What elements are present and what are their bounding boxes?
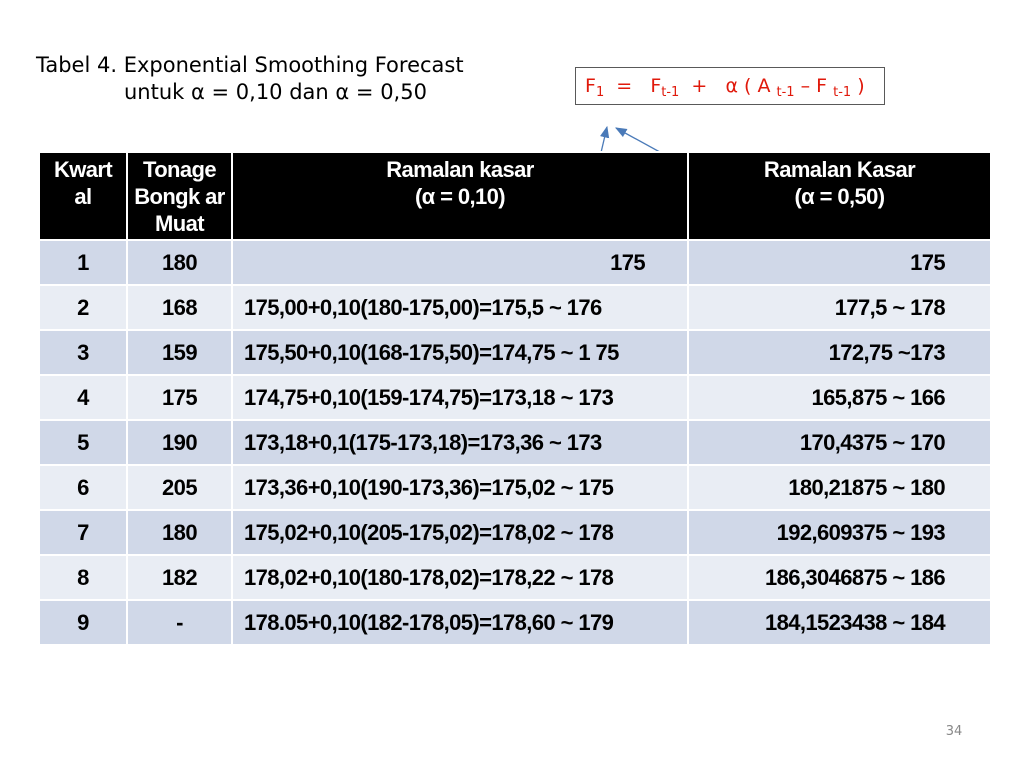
- cell-ramalan-010: 175,02+0,10(205-175,02)=178,02 ~ 178: [231, 509, 689, 556]
- cell-tonage: 180: [126, 509, 233, 556]
- table-row: 8 182 178,02+0,10(180-178,02)=178,22 ~ 178…: [38, 554, 992, 601]
- cell-ramalan-050: 175: [687, 239, 992, 286]
- cell-ramalan-050: 192,609375 ~ 193: [687, 509, 992, 556]
- title-line-1: Tabel 4. Exponential Smoothing Forecast: [36, 53, 464, 77]
- cell-ramalan-050: 172,75 ~173: [687, 329, 992, 376]
- cell-ramalan-050: 180,21875 ~ 180: [687, 464, 992, 511]
- title-line-2: untuk α = 0,10 dan α = 0,50: [124, 80, 427, 104]
- cell-ramalan-050: 165,875 ~ 166: [687, 374, 992, 421]
- cell-ramalan-010: 173,18+0,1(175-173,18)=173,36 ~ 173: [231, 419, 689, 466]
- table-row: 9-178.05+0,10(182-178,05)=178,60 ~ 179 18…: [38, 599, 992, 646]
- formula-plus-alpha: + α ( A: [679, 75, 777, 97]
- cell-ramalan-010: 175,00+0,10(180-175,00)=175,5 ~ 176: [231, 284, 689, 331]
- header-kwartal: Kwart al: [38, 151, 128, 241]
- cell-kwartal: 2: [38, 284, 128, 331]
- cell-kwartal: 4: [38, 374, 128, 421]
- table-row: 7 180 175,02+0,10(205-175,02)=178,02 ~ 178…: [38, 509, 992, 556]
- cell-kwartal: 1: [38, 239, 128, 286]
- table-row: 3 159 175,50+0,10(168-175,50)=174,75 ~ 1 7…: [38, 329, 992, 376]
- cell-ramalan-050: 184,1523438 ~ 184: [687, 599, 992, 646]
- header-ramalan-010: Ramalan kasar (α = 0,10): [231, 151, 689, 241]
- cell-kwartal: 5: [38, 419, 128, 466]
- cell-tonage: 175: [126, 374, 233, 421]
- cell-tonage: -: [126, 599, 233, 646]
- formula-ft-subscript: t-1: [661, 85, 680, 100]
- cell-tonage: 190: [126, 419, 233, 466]
- cell-tonage: 168: [126, 284, 233, 331]
- formula-f1: F: [585, 75, 596, 97]
- formula-equals: = F: [604, 75, 662, 97]
- table-header-row: Kwart al Tonage Bongk ar Muat Ramalan ka…: [38, 151, 992, 241]
- table-row: 6 205 173,36+0,10(190-173,36)=175,02 ~ 175…: [38, 464, 992, 511]
- cell-ramalan-010: 175: [231, 239, 689, 286]
- formula-minus-f: – F: [794, 75, 834, 97]
- table-row: 1 180 175 175: [38, 239, 992, 286]
- table-row: 5 190 173,18+0,1(175-173,18)=173,36 ~ 173 1…: [38, 419, 992, 466]
- cell-kwartal: 3: [38, 329, 128, 376]
- cell-kwartal: 8: [38, 554, 128, 601]
- cell-tonage: 205: [126, 464, 233, 511]
- cell-ramalan-010: 178.05+0,10(182-178,05)=178,60 ~ 179: [231, 599, 689, 646]
- formula-f1-subscript: 1: [595, 85, 605, 100]
- formula-box: F1 = Ft-1 + α ( A t-1 – F t-1 ): [575, 67, 885, 105]
- cell-kwartal: 7: [38, 509, 128, 556]
- cell-tonage: 159: [126, 329, 233, 376]
- cell-ramalan-010: 175,50+0,10(168-175,50)=174,75 ~ 1 75: [231, 329, 689, 376]
- table-row: 2 168 175,00+0,10(180-175,00)=175,5 ~ 176 1…: [38, 284, 992, 331]
- cell-ramalan-050: 186,3046875 ~ 186: [687, 554, 992, 601]
- cell-ramalan-010: 174,75+0,10(159-174,75)=173,18 ~ 173: [231, 374, 689, 421]
- slide-title: Tabel 4. Exponential Smoothing Forecast …: [36, 52, 556, 106]
- formula-close: ): [851, 75, 865, 97]
- header-tonage: Tonage Bongk ar Muat: [126, 151, 233, 241]
- header-ramalan-050: Ramalan Kasar (α = 0,50): [687, 151, 992, 241]
- cell-ramalan-050: 170,4375 ~ 170: [687, 419, 992, 466]
- cell-tonage: 182: [126, 554, 233, 601]
- page-number: 34: [945, 724, 963, 739]
- cell-ramalan-010: 178,02+0,10(180-178,02)=178,22 ~ 178: [231, 554, 689, 601]
- cell-ramalan-050: 177,5 ~ 178: [687, 284, 992, 331]
- forecast-table: Kwart al Tonage Bongk ar Muat Ramalan ka…: [38, 151, 992, 646]
- cell-tonage: 180: [126, 239, 233, 286]
- cell-kwartal: 9: [38, 599, 128, 646]
- formula-a-subscript: t-1: [776, 85, 795, 100]
- formula-f-subscript: t-1: [833, 85, 852, 100]
- table-row: 4 175 174,75+0,10(159-174,75)=173,18 ~ 173…: [38, 374, 992, 421]
- cell-ramalan-010: 173,36+0,10(190-173,36)=175,02 ~ 175: [231, 464, 689, 511]
- cell-kwartal: 6: [38, 464, 128, 511]
